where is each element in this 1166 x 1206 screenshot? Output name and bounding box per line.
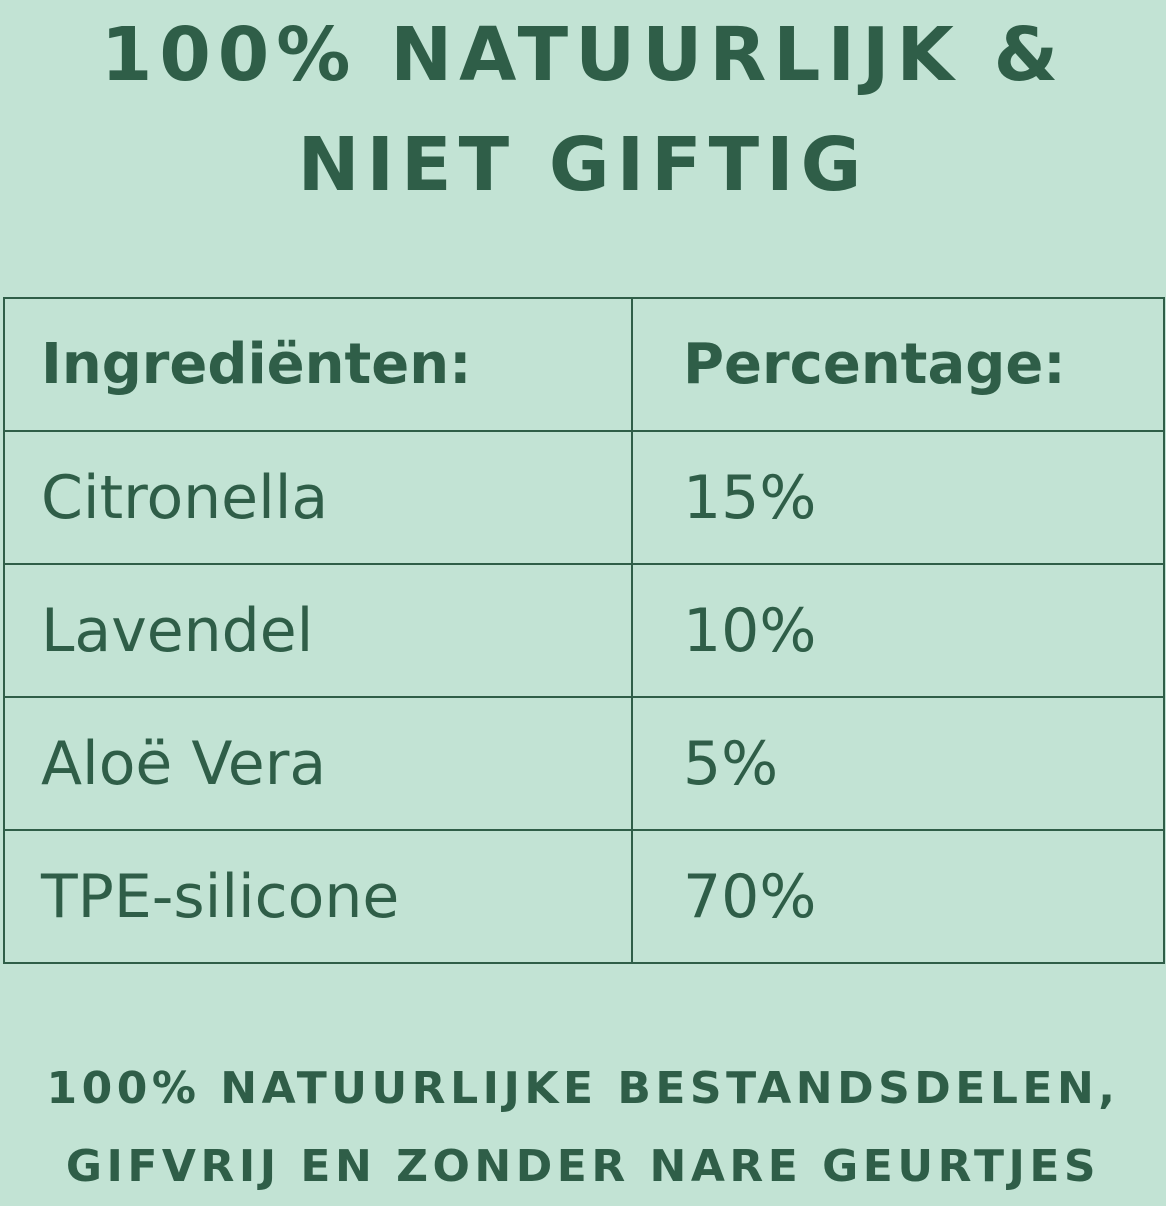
ingredient-cell: Citronella: [3, 430, 633, 565]
footer-line-2: GIFVRIJ EN ZONDER NARE GEURTJES: [65, 1141, 1101, 1192]
ingredient-cell: Lavendel: [3, 563, 633, 698]
table-header-row: Ingrediënten: Percentage:: [3, 297, 1165, 432]
page-title: 100% NATUURLIJK & NIET GIFTIG: [0, 0, 1166, 220]
ingredients-table: Ingrediënten: Percentage: Citronella 15%…: [3, 297, 1165, 964]
table-row: Lavendel 10%: [3, 563, 1165, 698]
header-percentage: Percentage:: [631, 297, 1165, 432]
percentage-cell: 15%: [631, 430, 1165, 565]
footer-line-1: 100% NATUURLIJKE BESTANDSDELEN,: [46, 1063, 1120, 1114]
table-row: Aloë Vera 5%: [3, 696, 1165, 831]
footer-tagline: 100% NATUURLIJKE BESTANDSDELEN, GIFVRIJ …: [0, 1050, 1166, 1206]
percentage-cell: 10%: [631, 563, 1165, 698]
ingredient-cell: TPE-silicone: [3, 829, 633, 964]
table-row: TPE-silicone 70%: [3, 829, 1165, 964]
title-line-1: 100% NATUURLIJK &: [100, 12, 1066, 98]
title-line-2: NIET GIFTIG: [297, 122, 869, 208]
percentage-cell: 5%: [631, 696, 1165, 831]
header-ingredients: Ingrediënten:: [3, 297, 633, 432]
table-row: Citronella 15%: [3, 430, 1165, 565]
percentage-cell: 70%: [631, 829, 1165, 964]
ingredient-cell: Aloë Vera: [3, 696, 633, 831]
